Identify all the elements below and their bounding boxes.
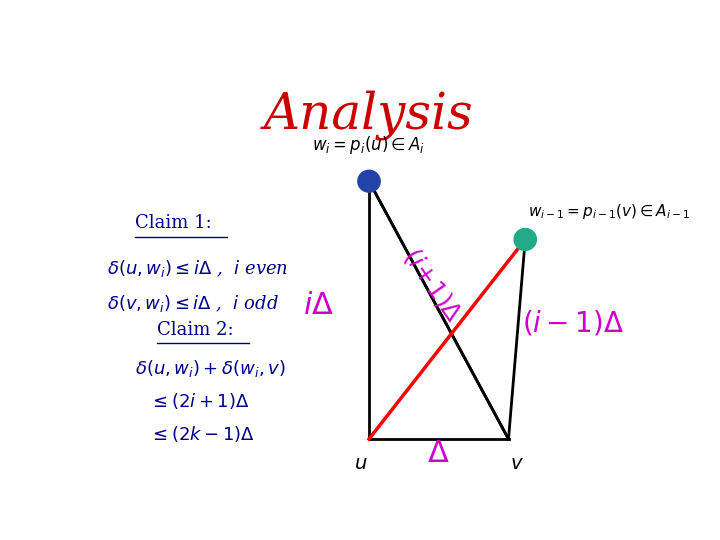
Text: Analysis: Analysis bbox=[264, 90, 474, 140]
Text: $v$: $v$ bbox=[510, 454, 523, 472]
Ellipse shape bbox=[358, 170, 380, 192]
Text: $(i-1)\Delta$: $(i-1)\Delta$ bbox=[522, 308, 624, 337]
Text: $\leq (2i+1)\Delta$: $\leq (2i+1)\Delta$ bbox=[148, 391, 249, 411]
Text: $i\Delta$: $i\Delta$ bbox=[303, 292, 334, 320]
Text: $\delta(v,w_i) \leq i\Delta$ ,  $i$ odd: $\delta(v,w_i) \leq i\Delta$ , $i$ odd bbox=[107, 294, 279, 314]
Text: $u$: $u$ bbox=[354, 454, 367, 472]
Text: $\Delta$: $\Delta$ bbox=[428, 439, 450, 468]
Text: $\delta(u,w_i)+\delta(w_i,v)$: $\delta(u,w_i)+\delta(w_i,v)$ bbox=[135, 358, 285, 379]
Text: $\delta(u,w_i) \leq i\Delta$ ,  $i$ even: $\delta(u,w_i) \leq i\Delta$ , $i$ even bbox=[107, 258, 288, 279]
Text: $\leq (2k-1)\Delta$: $\leq (2k-1)\Delta$ bbox=[148, 424, 254, 444]
Text: Claim 2:: Claim 2: bbox=[157, 321, 233, 339]
Text: $w_i=p_i(u)\in A_i$: $w_i=p_i(u)\in A_i$ bbox=[312, 134, 426, 156]
Ellipse shape bbox=[514, 228, 536, 251]
Text: Claim 1:: Claim 1: bbox=[135, 214, 212, 233]
Text: $w_{i-1}=p_{i-1}(v)\in A_{i-1}$: $w_{i-1}=p_{i-1}(v)\in A_{i-1}$ bbox=[528, 202, 690, 221]
Text: $(i\!+\!1)\Delta$: $(i\!+\!1)\Delta$ bbox=[398, 244, 468, 327]
